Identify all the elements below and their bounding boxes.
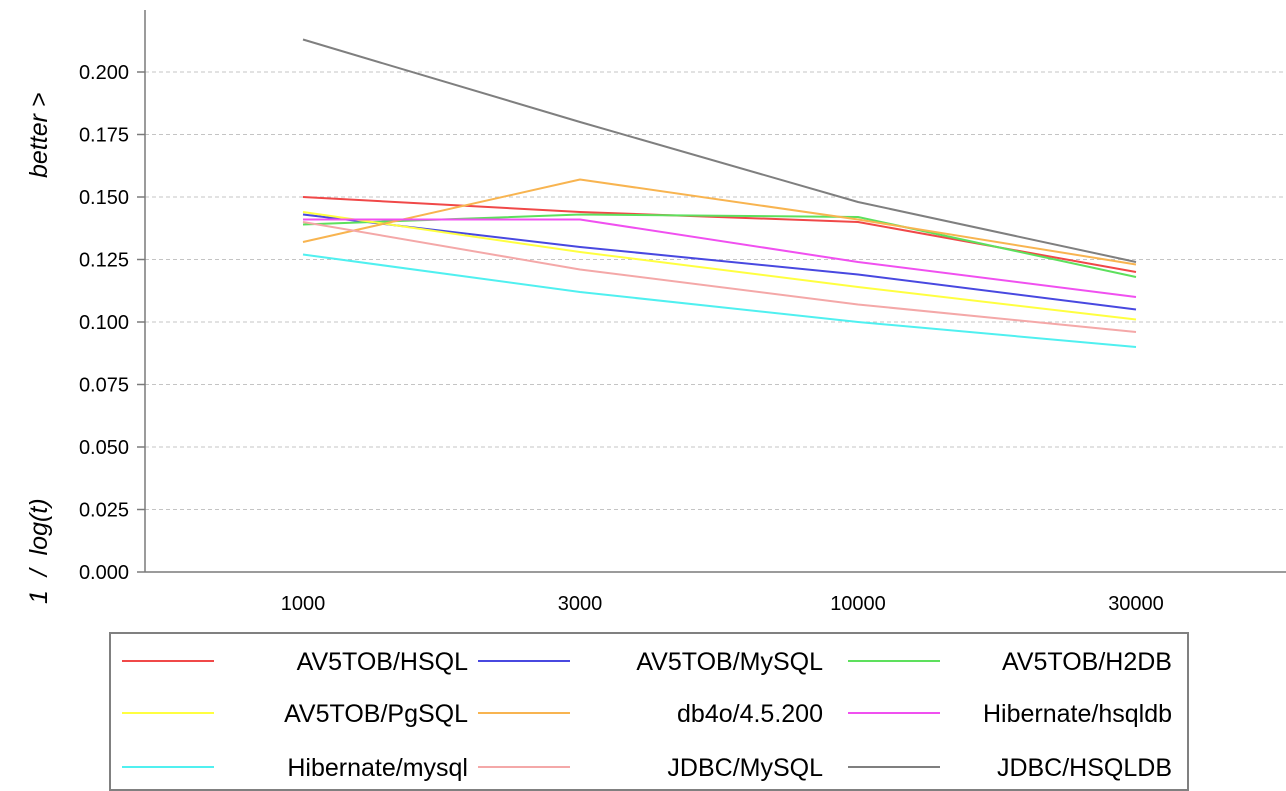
- legend-label: Hibernate/mysql: [287, 754, 468, 782]
- y-tick-label: 0.050: [79, 437, 129, 459]
- y-tick-label: 0.150: [79, 187, 129, 209]
- y-tick-label: 0.175: [79, 125, 129, 147]
- y-tick-label: 0.025: [79, 500, 129, 522]
- grid-lines: [145, 71, 1286, 510]
- x-tick-label: 3000: [558, 593, 603, 615]
- x-tick-labels: 1000 3000 10000 30000: [281, 593, 1164, 615]
- legend: AV5TOB/HSQL AV5TOB/MySQL AV5TOB/H2DB AV5TOB…: [109, 632, 1189, 791]
- legend-label: JDBC/HSQLDB: [997, 754, 1172, 782]
- y-tick-label: 0.200: [79, 62, 129, 84]
- y-axis-title-note: better >: [25, 93, 53, 178]
- series-lines: [302, 38, 1137, 348]
- y-tick-label: 0.125: [79, 250, 129, 272]
- y-tick-label: 0.000: [79, 562, 129, 584]
- series-line-av5tob-h2db: [302, 213, 1137, 278]
- series-line-jdbc-mysql: [302, 221, 1137, 333]
- legend-box: [109, 632, 1189, 791]
- series-line-av5tob-mysql: [302, 213, 1137, 311]
- series-line-av5tob-pgsql: [302, 211, 1137, 321]
- series-line-db4o-4-5-200: [302, 178, 1137, 266]
- series-line-jdbc-hsqldb: [302, 38, 1137, 263]
- series-line-hibernate-hsqldb: [303, 218, 1137, 298]
- legend-label: AV5TOB/PgSQL: [284, 700, 468, 728]
- legend-label: db4o/4.5.200: [677, 700, 823, 728]
- y-tick-label: 0.100: [79, 312, 129, 334]
- y-tick-labels: 0.000 0.025 0.050 0.075 0.100 0.125 0.150 0.175…: [79, 62, 129, 584]
- legend-label: AV5TOB/MySQL: [636, 648, 823, 676]
- x-tick-label: 1000: [281, 593, 326, 615]
- y-axis-title: 1 / log(t): [25, 498, 53, 604]
- legend-label: Hibernate/hsqldb: [983, 700, 1172, 728]
- legend-label: AV5TOB/H2DB: [1002, 648, 1172, 676]
- x-tick-label: 10000: [830, 593, 886, 615]
- legend-label: JDBC/MySQL: [667, 754, 823, 782]
- series-line-hibernate-mysql: [302, 253, 1137, 348]
- x-tick-label: 30000: [1108, 593, 1164, 615]
- legend-label: AV5TOB/HSQL: [297, 648, 468, 676]
- axes: [137, 10, 1286, 573]
- y-tick-label: 0.075: [79, 375, 129, 397]
